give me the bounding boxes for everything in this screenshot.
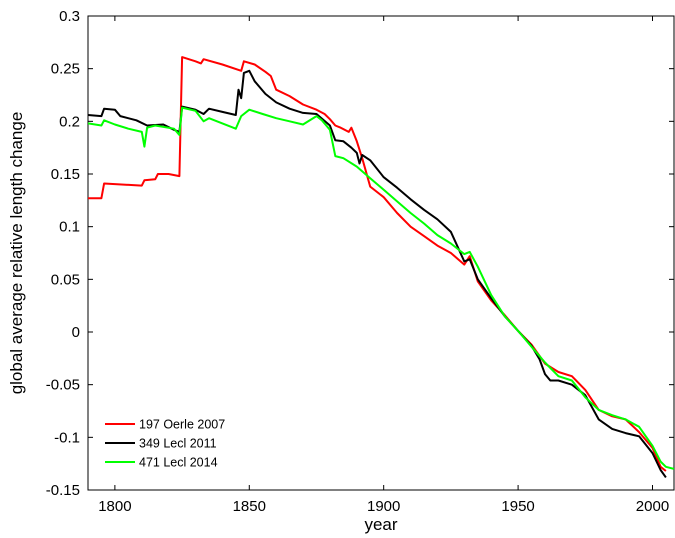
x-axis-title: year: [364, 515, 397, 534]
y-tick-label: -0.1: [54, 429, 80, 446]
legend: 197 Oerle 2007 349 Lecl 2011 471 Lecl 2014: [105, 418, 225, 470]
x-tick-label: 1900: [367, 498, 400, 515]
series-line-1: [88, 56, 667, 472]
legend-label-3: 471 Lecl 2014: [139, 456, 218, 470]
x-tick-label: 1800: [98, 498, 131, 515]
y-tick-label: -0.15: [46, 482, 80, 499]
legend-label-1: 197 Oerle 2007: [139, 418, 225, 432]
plot-area: [87, 15, 675, 491]
y-axis-title: global average relative length change: [7, 112, 26, 395]
x-tick-label: 2000: [636, 498, 669, 515]
legend-label-2: 349 Lecl 2011: [139, 437, 217, 451]
series-line-3: [88, 106, 674, 470]
y-tick-label: -0.05: [46, 377, 80, 394]
x-tick-label: 1850: [233, 498, 266, 515]
y-tick-label: 0.1: [59, 219, 80, 236]
y-tick-label: 0.2: [59, 113, 80, 130]
y-tick-label: 0.3: [59, 8, 80, 25]
y-tick-label: 0: [72, 324, 80, 341]
series-layer: [88, 56, 674, 478]
y-tick-label: 0.25: [51, 61, 80, 78]
y-tick-label: 0.05: [51, 271, 80, 288]
x-tick-label: 1950: [501, 498, 534, 515]
ticks-layer: 1800 1850 1900 1950 2000 -0.15 -0.1 -0.05 0 0.05 0…: [46, 8, 674, 515]
y-tick-label: 0.15: [51, 166, 80, 183]
